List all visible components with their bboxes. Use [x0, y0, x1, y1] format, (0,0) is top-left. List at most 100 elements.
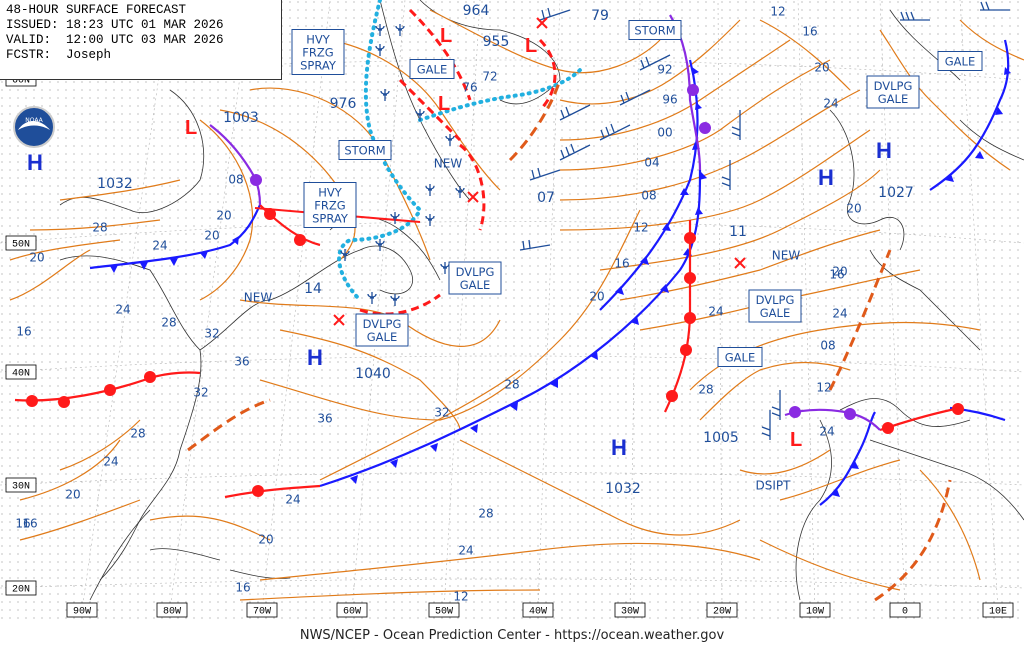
boxed-label-text: FRZG [302, 46, 333, 60]
lat-label: 30N [12, 482, 30, 493]
isobar-value: 12 [453, 590, 468, 604]
low-marker-labrador: L [185, 117, 197, 139]
boxed-label-text: DVLPG [363, 317, 402, 331]
lon-label-box [428, 602, 460, 618]
svg-text:H: H [876, 138, 892, 163]
svg-text:H: H [611, 435, 627, 460]
isobar-value: 32 [204, 327, 219, 341]
occluded-symbols [250, 84, 856, 420]
lon-label: 80W [163, 607, 181, 618]
isobar-value: 72 [482, 70, 497, 84]
lon-label: 10W [806, 607, 824, 618]
lon-label: 50W [435, 607, 453, 618]
cold-front-barbs [110, 67, 1011, 497]
isobar-value: 20 [204, 229, 219, 243]
svg-text:07: 07 [537, 190, 555, 206]
forecast-header: 48-HOUR SURFACE FORECAST ISSUED: 18:23 U… [0, 0, 282, 80]
lon-label-box [66, 602, 98, 618]
header-forecaster: FCSTR: Joseph [6, 48, 112, 62]
boxed-label: GALE [717, 347, 763, 367]
low-marker-955: L [525, 35, 537, 57]
isobar-value: 20 [216, 209, 231, 223]
isobar-value: 08 [641, 189, 656, 203]
isobar-value: 16 [22, 517, 37, 531]
noaa-logo: NOAA [13, 106, 55, 148]
isobar-value: 04 [644, 156, 659, 170]
isobar-value: 76 [462, 81, 477, 95]
pressure-values: 1032 1040 1032 1027 1003 964 955 1005 [97, 3, 914, 497]
header-issued: ISSUED: 18:23 UTC 01 MAR 2026 [6, 18, 224, 32]
isobar-value: 16 [235, 581, 250, 595]
svg-text:H: H [818, 165, 834, 190]
isobar-value: 16 [15, 517, 30, 531]
footer-credit: NWS/NCEP - Ocean Prediction Center - htt… [0, 623, 1024, 652]
isobar-value: 24 [115, 303, 130, 317]
isobars [9, 9, 1024, 601]
boxed-label-text: SPRAY [300, 59, 337, 73]
isobar-value: 24 [708, 305, 723, 319]
isobar-value: 16 [829, 268, 844, 282]
isobar-value: 12 [633, 221, 648, 235]
header-valid: VALID: 12:00 UTC 03 MAR 2026 [6, 33, 224, 47]
svg-text:H: H [27, 150, 43, 175]
boxed-label-text: DVLPG [874, 79, 913, 93]
lon-label: 70W [253, 607, 271, 618]
lon-label-box [156, 602, 188, 618]
lon-label: 0 [902, 607, 908, 618]
svg-text:DSIPT: DSIPT [756, 479, 792, 493]
lon-label: 10E [989, 607, 1007, 618]
x-markers [333, 17, 746, 326]
boxed-label-text: HVY [306, 33, 331, 47]
isobar-value: 20 [846, 202, 861, 216]
isobar-value: 20 [65, 488, 80, 502]
pressure-value: 1040 [355, 366, 391, 382]
lon-label-box [522, 602, 554, 618]
isobar-value: 16 [614, 257, 629, 271]
boxed-label-text: STORM [634, 24, 675, 38]
low-marker-1005: L [790, 429, 802, 451]
lat-label-box [5, 477, 37, 493]
warning-areas [359, 8, 557, 316]
boxed-label-text: DVLPG [456, 265, 495, 279]
lat-label-box [5, 580, 37, 596]
lat-label-box [5, 235, 37, 251]
lon-label-box [799, 602, 831, 618]
lon-label: 90W [73, 607, 91, 618]
lon-label: 60W [343, 607, 361, 618]
warm-front-bumps [26, 208, 964, 497]
isobar-value: 16 [16, 325, 31, 339]
svg-text:976: 976 [330, 96, 357, 112]
wind-barbs [519, 1, 1010, 440]
lon-label: 40W [529, 607, 547, 618]
svg-text:NEW: NEW [434, 157, 463, 171]
boxed-label-text: SPRAY [312, 212, 349, 226]
isobar-value: 20 [258, 533, 273, 547]
lon-label-box [982, 602, 1014, 618]
low-markers: L L L L L [185, 25, 802, 451]
pressure-value: 1032 [605, 481, 641, 497]
isobar-value: 20 [29, 251, 44, 265]
lat-label: 40N [12, 369, 30, 380]
boxed-label-text: GALE [417, 63, 447, 77]
pressure-value: 964 [463, 3, 490, 19]
isobar-value: 24 [458, 544, 473, 558]
lon-label-box [614, 602, 646, 618]
isobar-value: 28 [130, 427, 145, 441]
svg-text:14: 14 [304, 281, 322, 297]
boxed-label: GALE [409, 59, 455, 79]
isobar-value: 20 [589, 290, 604, 304]
isobar-value: 20 [814, 61, 829, 75]
boxed-label: STORM [338, 140, 392, 160]
boxed-label-text: GALE [945, 55, 975, 69]
boxed-label-text: DVLPG [756, 293, 795, 307]
ice-edge [337, 0, 582, 302]
isobar-value: 12 [816, 381, 831, 395]
boxed-label: GALE [937, 51, 983, 71]
lat-label: 50N [12, 240, 30, 251]
isobar-value: 24 [832, 307, 847, 321]
boxed-label-text: GALE [725, 351, 755, 365]
